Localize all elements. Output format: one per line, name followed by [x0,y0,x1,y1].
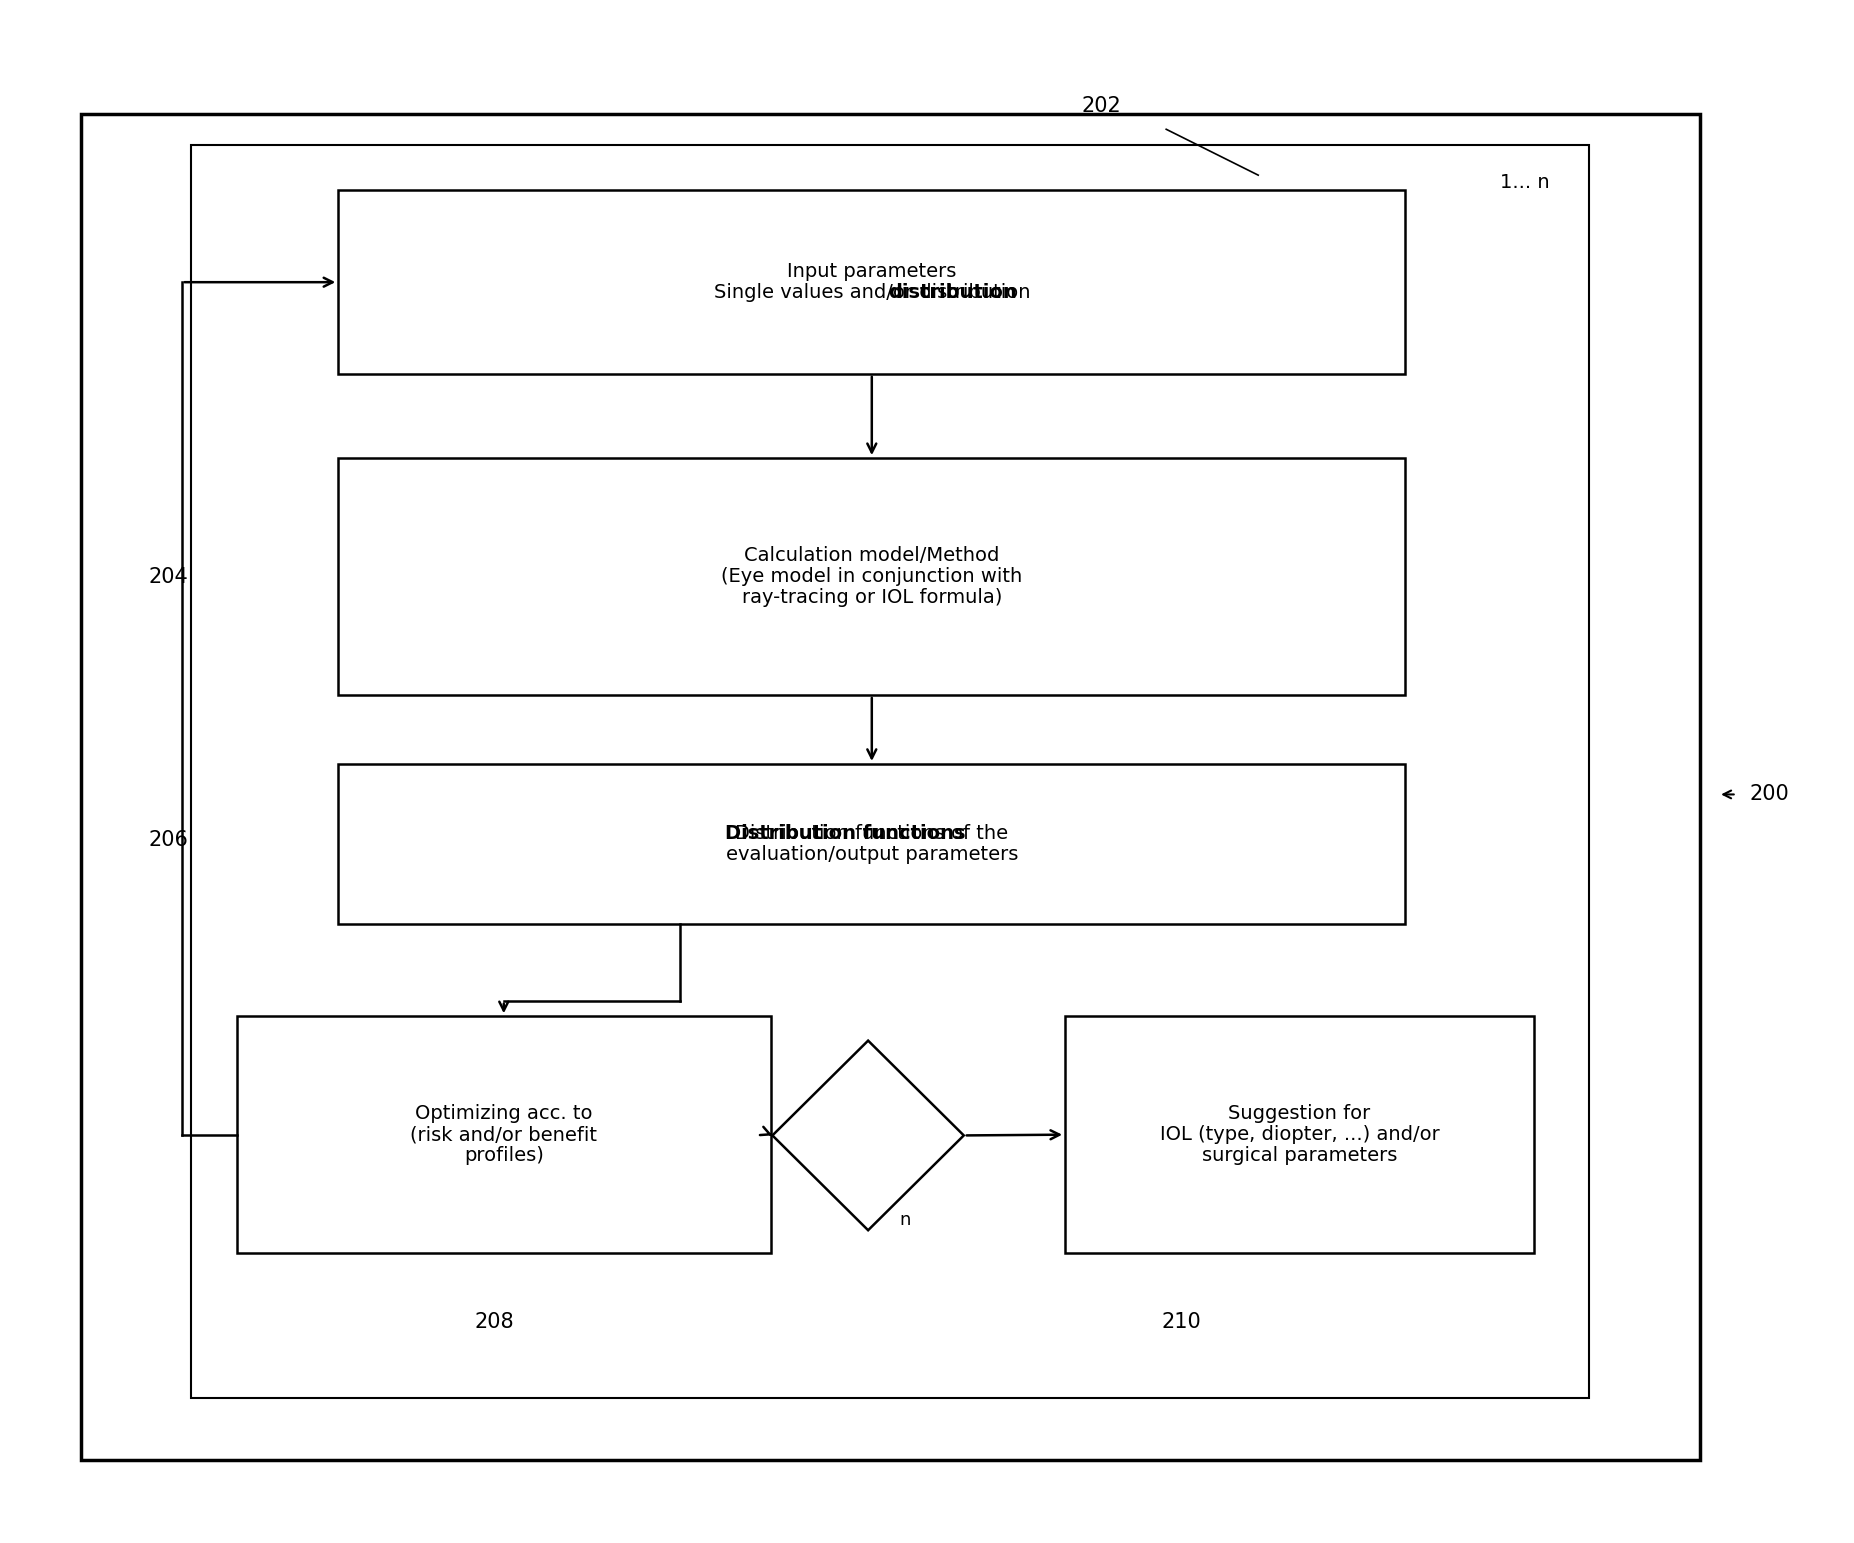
Text: IOL (type, diopter, ...) and/or: IOL (type, diopter, ...) and/or [1161,1125,1439,1145]
Text: evaluation/output parameters: evaluation/output parameters [725,846,1018,864]
Text: 200: 200 [1750,784,1789,804]
Text: surgical parameters: surgical parameters [1201,1146,1398,1165]
Text: n: n [899,1211,910,1228]
FancyBboxPatch shape [80,114,1700,1460]
FancyBboxPatch shape [337,764,1405,924]
Text: Distribution functions: Distribution functions [725,824,966,842]
Text: Calculation model/Method: Calculation model/Method [743,546,999,565]
Text: Single values and/or distribution: Single values and/or distribution [714,282,1031,302]
Text: (Eye model in conjunction with: (Eye model in conjunction with [721,566,1022,586]
Text: (risk and/or benefit: (risk and/or benefit [410,1125,597,1145]
Text: 206: 206 [148,830,189,850]
Text: ray-tracing or IOL formula): ray-tracing or IOL formula) [742,588,1001,606]
Text: Suggestion for: Suggestion for [1229,1105,1370,1123]
Text: Input parameters: Input parameters [788,262,957,281]
FancyBboxPatch shape [337,190,1405,373]
Text: 210: 210 [1161,1312,1201,1332]
Text: Distribution functions of the: Distribution functions of the [736,824,1009,842]
FancyBboxPatch shape [337,458,1405,694]
Polygon shape [773,1040,964,1230]
Text: distribution: distribution [888,282,1016,302]
Text: 202: 202 [1083,96,1122,116]
FancyBboxPatch shape [1064,1017,1535,1253]
Text: Single values and/or distribution: Single values and/or distribution [714,282,1031,302]
Text: Optimizing acc. to: Optimizing acc. to [415,1105,593,1123]
Text: 204: 204 [148,568,189,588]
Text: profiles): profiles) [464,1146,543,1165]
Text: 1... n: 1... n [1500,173,1550,193]
FancyBboxPatch shape [237,1017,771,1253]
FancyBboxPatch shape [191,145,1589,1398]
Text: 208: 208 [475,1312,514,1332]
